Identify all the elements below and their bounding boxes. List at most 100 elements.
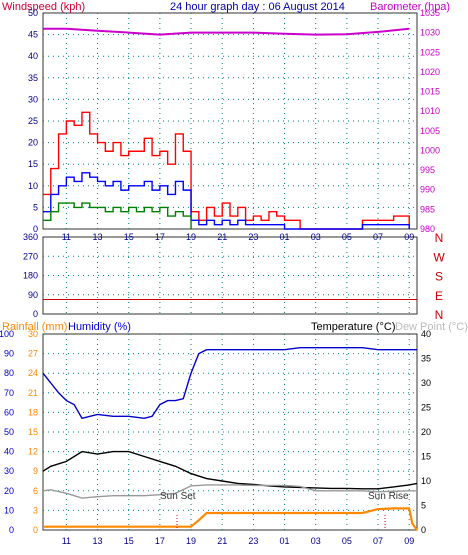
compass-label: E	[435, 289, 443, 303]
wind-x-tick-label: 21	[217, 232, 227, 242]
temperature-y-tick-label: 5	[421, 501, 426, 511]
wind-x-tick-label: 17	[155, 232, 165, 242]
rainfall-y-tick-label: 18	[28, 407, 38, 417]
humidity-y-tick-label: 90	[4, 349, 14, 359]
direction-y-tick-label: 360	[23, 232, 38, 242]
wind-y-tick-label: 50	[28, 8, 38, 18]
wind-x-tick-label: 23	[248, 232, 258, 242]
temp-x-tick-label: 11	[62, 536, 71, 546]
barometer-y-tick-label: 1010	[420, 106, 440, 116]
wind-x-tick-label: 07	[373, 232, 383, 242]
compass-label: N	[435, 308, 444, 322]
humidity-y-tick-label: 100	[0, 329, 14, 339]
barometer-line	[43, 27, 410, 36]
graph-title: 24 hour graph day : 06 August 2014	[170, 1, 345, 13]
barometer-y-tick-label: 995	[420, 165, 435, 175]
temperature-y-tick-label: 20	[421, 427, 431, 437]
sunset-label: Sun Set	[160, 491, 196, 502]
wind-x-tick-label: 19	[186, 232, 196, 242]
compass-label: N	[435, 231, 444, 245]
rainfall-y-tick-label: 24	[28, 368, 38, 378]
rainfall-y-tick-label: 15	[28, 427, 38, 437]
wind-y-tick-label: 20	[28, 138, 38, 148]
rainfall-y-tick-label: 21	[28, 388, 38, 398]
humidity-y-tick-label: 50	[4, 427, 14, 437]
humidity-y-tick-label: 70	[4, 388, 14, 398]
humidity-y-tick-label: 10	[4, 505, 14, 515]
wind-x-tick-label: 13	[93, 232, 103, 242]
rainfall-y-tick-label: 27	[28, 349, 38, 359]
wind-y-tick-label: 30	[28, 94, 38, 104]
temperature-y-tick-label: 10	[421, 476, 431, 486]
wind-y-tick-label: 45	[28, 30, 38, 40]
rainfall-y-tick-label: 3	[33, 505, 38, 515]
temperature-y-tick-label: 30	[421, 378, 431, 388]
temperature-axis-title: Temperature (°C)	[311, 321, 395, 333]
wind-y-tick-label: 10	[28, 181, 38, 191]
barometer-y-tick-label: 985	[420, 204, 435, 214]
temperature-y-tick-label: 35	[421, 354, 431, 364]
wind-average-line	[43, 172, 410, 230]
humidity-y-tick-label: 20	[4, 486, 14, 496]
barometer-axis-title: Barometer (hpa)	[370, 1, 450, 13]
temperature-line	[42, 450, 418, 490]
dewpoint-axis-title: Dew Point (°C)	[395, 321, 468, 333]
barometer-y-tick-label: 1035	[420, 8, 440, 18]
windspeed-axis-title: Windspeed (kph)	[2, 1, 85, 13]
temp-x-tick-label: 01	[280, 536, 290, 546]
wind-x-tick-label: 05	[342, 232, 352, 242]
wind-x-tick-label: 09	[404, 232, 414, 242]
rainfall-y-tick-label: 6	[33, 486, 38, 496]
temperature-y-tick-label: 15	[421, 452, 431, 462]
dewpoint-line	[42, 484, 417, 499]
wind-lull-line	[43, 202, 192, 229]
compass-label: S	[435, 270, 443, 284]
temperature-y-tick-label: 40	[421, 329, 431, 339]
wind-y-tick-label: 40	[28, 51, 38, 61]
temp-x-tick-label: 21	[217, 536, 227, 546]
wind-y-tick-label: 15	[28, 159, 38, 169]
wind-x-tick-label: 11	[62, 232, 71, 242]
rainfall-y-tick-label: 0	[33, 525, 38, 535]
direction-y-tick-label: 90	[28, 290, 38, 300]
temp-x-tick-label: 05	[342, 536, 352, 546]
rainfall-line	[43, 507, 418, 531]
barometer-y-tick-label: 980	[420, 224, 435, 234]
temperature-y-tick-label: 0	[421, 525, 426, 535]
compass-label: W	[433, 250, 445, 264]
temp-x-tick-label: 03	[311, 536, 321, 546]
barometer-y-tick-label: 1025	[420, 47, 440, 57]
direction-y-tick-label: 0	[33, 309, 38, 319]
wind-y-tick-label: 0	[33, 224, 38, 234]
temp-x-tick-label: 15	[124, 536, 134, 546]
wind-y-tick-label: 35	[28, 73, 38, 83]
humidity-y-tick-label: 40	[4, 447, 14, 457]
barometer-y-tick-label: 1020	[420, 67, 440, 77]
temp-x-tick-label: 23	[248, 536, 258, 546]
humidity-y-tick-label: 0	[9, 525, 14, 535]
humidity-line	[42, 347, 417, 420]
humidity-axis-title: Humidity (%)	[68, 321, 131, 333]
barometer-y-tick-label: 1030	[420, 28, 440, 38]
barometer-y-tick-label: 1015	[420, 87, 440, 97]
wind-x-tick-label: 03	[311, 232, 321, 242]
direction-y-tick-label: 180	[23, 271, 38, 281]
wind-y-tick-label: 25	[28, 116, 38, 126]
rainfall-y-tick-label: 9	[33, 466, 38, 476]
wind-x-tick-label: 15	[124, 232, 134, 242]
humidity-y-tick-label: 30	[4, 466, 14, 476]
temperature-y-tick-label: 25	[421, 403, 431, 413]
rainfall-axis-title: Rainfall (mm)	[2, 321, 67, 333]
temp-x-tick-label: 07	[373, 536, 383, 546]
rainfall-y-tick-label: 30	[28, 329, 38, 339]
wind-x-tick-label: 01	[280, 232, 290, 242]
wind-gust-line	[43, 111, 410, 230]
wind-y-tick-label: 5	[33, 202, 38, 212]
temp-x-tick-label: 13	[93, 536, 103, 546]
sunrise-label: Sun Rise	[368, 491, 409, 502]
barometer-y-tick-label: 990	[420, 185, 435, 195]
rainfall-y-tick-label: 12	[28, 447, 38, 457]
barometer-y-tick-label: 1005	[420, 126, 440, 136]
temp-x-tick-label: 17	[155, 536, 165, 546]
